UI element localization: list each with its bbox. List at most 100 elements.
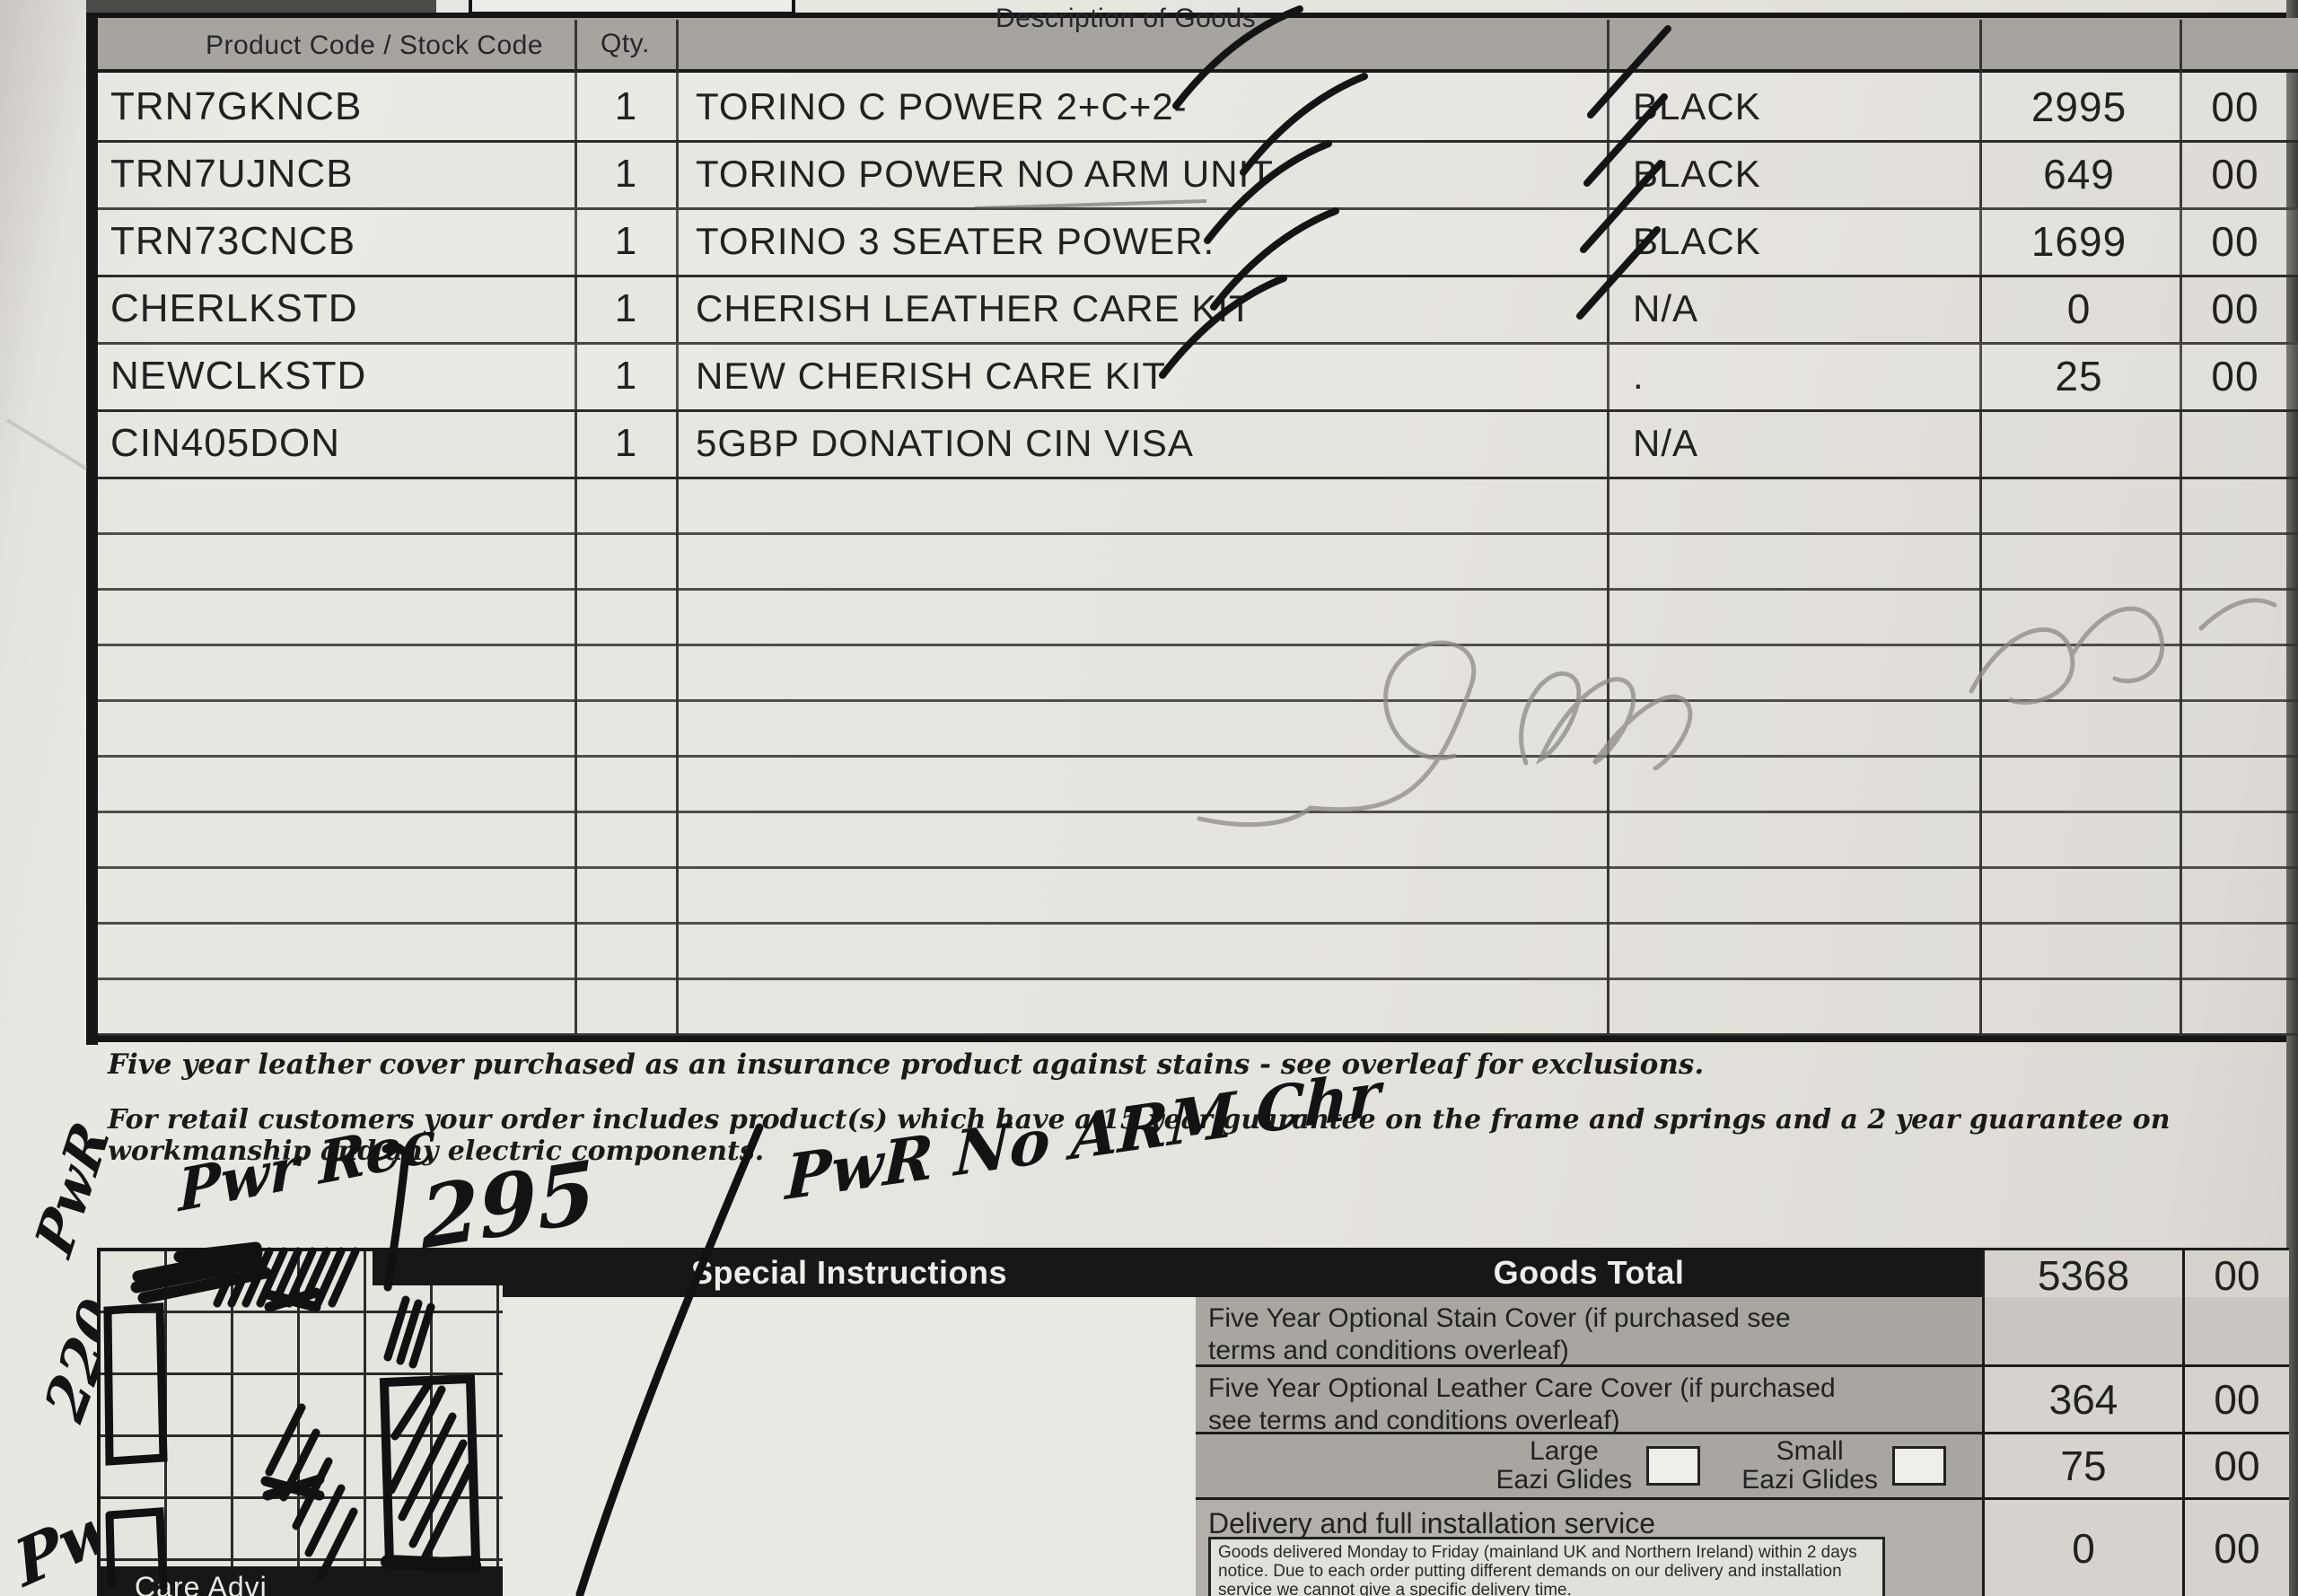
leather-cover-pence: 00 [2182,1367,2289,1434]
stain-insurance-note: Five year leather cover purchased as an … [108,1048,1705,1081]
product-code: TRN7UJNCB [110,151,354,196]
colour: BLACK [1633,219,1761,262]
description: NEW CHERISH CARE KIT [696,354,1167,397]
eazi-glides-row: Large Eazi Glides Small Eazi Glides [1196,1434,1982,1500]
empty-row [98,532,2298,591]
qty: 1 [614,285,638,330]
column-line-qty [574,20,577,1034]
large-label2: Eazi Glides [1495,1465,1633,1495]
description: CHERISH LEATHER CARE KIT [696,286,1253,329]
description: TORINO 3 SEATER POWER. [696,219,1215,262]
price: 2995 [2030,83,2127,130]
large-eazi-glides: Large Eazi Glides [1496,1437,1701,1495]
description: 5GBP DONATION CIN VISA [696,421,1194,464]
column-line-description [676,20,679,1034]
grid-black-header-cell [373,1248,503,1285]
column-line-pence [2180,20,2182,1034]
pence: 00 [2211,150,2259,197]
delivery-pence: 00 [2182,1500,2289,1596]
header-product-code: Product Code / Stock Code [206,31,544,60]
goods-total-pence: 00 [2182,1248,2289,1302]
special-instructions-area [503,1297,1199,1596]
empty-row [98,699,2298,758]
colour: . [1633,354,1645,397]
description: TORINO C POWER 2+C+2- [696,84,1188,127]
small-eazi-glides: Small Eazi Glides [1741,1437,1946,1495]
column-line-price [1979,20,1982,1034]
top-edge-dark-strip [86,0,436,14]
stain-cover-row: Five Year Optional Stain Cover (if purch… [1196,1297,1982,1367]
care-advice-bar: Care Advi [97,1566,503,1596]
stain-cover-label: Five Year Optional Stain Cover (if purch… [1208,1303,1791,1365]
product-code: TRN73CNCB [110,218,356,263]
small-label2: Eazi Glides [1741,1465,1878,1495]
delivery-note-box: Goods delivered Monday to Friday (mainla… [1208,1537,1885,1596]
stain-cover-price [1982,1297,2182,1367]
empty-row [98,644,2298,702]
goods-total-label: Goods Total [1493,1253,1685,1291]
empty-row [98,477,2298,535]
special-instructions-bar: Special Instructions [503,1248,1196,1297]
empty-row [98,588,2298,646]
glides-pence: 00 [2182,1434,2289,1500]
empty-row [98,978,2298,1036]
header-description: Description of Goods [996,4,1257,33]
stain-cover-pence [2182,1297,2289,1367]
table-row: NEWCLKSTD 1 NEW CHERISH CARE KIT . 25 00 [98,342,2298,412]
empty-row [98,811,2298,869]
colour: BLACK [1633,84,1761,127]
page-right-edge [2286,0,2298,1596]
colour: N/A [1633,286,1699,329]
table-row: TRN7GKNCB 1 TORINO C POWER 2+C+2- BLACK … [98,73,2298,143]
handwritten-note: PwR [23,1112,122,1267]
table-row: CHERLKSTD 1 CHERISH LEATHER CARE KIT N/A… [98,275,2298,345]
empty-row [98,866,2298,925]
price [1979,409,2179,477]
header-qty: Qty. [601,29,650,58]
pence: 00 [2211,217,2259,265]
price: 1699 [2030,217,2127,265]
glides-price: 75 [1982,1434,2182,1500]
table-row: TRN73CNCB 1 TORINO 3 SEATER POWER. BLACK… [98,207,2298,277]
qty: 1 [614,353,638,398]
large-eazi-glides-checkbox [1646,1446,1701,1486]
column-line-colour [1607,20,1609,1034]
table-header-band: Product Code / Stock Code Qty. Descripti… [98,4,2298,73]
qty: 1 [614,151,638,196]
empty-row [98,922,2298,980]
price: 25 [2055,352,2103,399]
delivery-note: Goods delivered Monday to Friday (mainla… [1218,1543,1857,1596]
measurement-grid [97,1248,510,1574]
product-code: CHERLKSTD [110,285,358,330]
pence: 00 [2211,352,2259,399]
table-bottom-border [86,1034,2298,1042]
description: TORINO POWER NO ARM UNIT [696,152,1274,195]
price: 649 [2043,150,2115,197]
large-label: Large [1530,1436,1599,1466]
goods-total-bar: Goods Total [1196,1248,1982,1297]
price: 0 [2066,285,2092,332]
qty: 1 [614,218,638,263]
table-row: TRN7UJNCB 1 TORINO POWER NO ARM UNIT BLA… [98,140,2298,210]
qty: 1 [614,420,638,465]
special-instructions-label: Special Instructions [690,1253,1008,1291]
colour: N/A [1633,421,1699,464]
table-row: CIN405DON 1 5GBP DONATION CIN VISA N/A [98,409,2298,479]
small-eazi-glides-checkbox [1892,1446,1946,1486]
empty-row [98,755,2298,813]
leather-cover-row: Five Year Optional Leather Care Cover (i… [1196,1367,1982,1435]
leather-cover-price: 364 [1982,1367,2182,1434]
qty: 1 [614,83,638,128]
product-code: TRN7GKNCB [110,83,363,128]
colour: BLACK [1633,152,1761,195]
pence: 00 [2211,285,2259,332]
small-label: Small [1776,1436,1844,1466]
delivery-label: Delivery and full installation service [1208,1507,1655,1539]
goods-total-price: 5368 [1982,1248,2182,1302]
pence: 00 [2211,83,2259,130]
paper-crease [5,418,88,470]
product-code: NEWCLKSTD [110,353,367,398]
table-left-border [86,13,98,1045]
leather-cover-label: Five Year Optional Leather Care Cover (i… [1208,1373,1836,1435]
